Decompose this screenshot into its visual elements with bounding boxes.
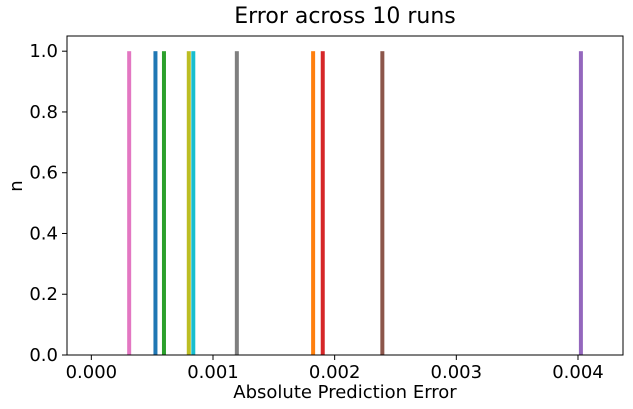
y-tick-label: 1.0 [29, 41, 58, 62]
x-tick-label: 0.000 [66, 362, 118, 383]
histogram-bar-5 [578, 51, 583, 355]
histogram-bar-8 [234, 51, 239, 355]
y-tick-label: 0.4 [29, 223, 58, 244]
histogram-bar-2 [311, 51, 316, 355]
chart-title: Error across 10 runs [234, 4, 456, 29]
histogram-bar-6 [380, 51, 385, 355]
x-tick-label: 0.003 [431, 362, 483, 383]
axes-group: 0.000 0.001 0.002 0.003 0.004 0.0 0.2 0.4 0.6 0.8… [29, 35, 624, 383]
y-tick-label: 0.6 [29, 163, 58, 184]
y-tick-label: 0.8 [29, 102, 58, 123]
y-tick-label: 0.0 [29, 345, 58, 366]
x-tick-label: 0.004 [552, 362, 604, 383]
x-axis-label: Absolute Prediction Error [233, 382, 457, 403]
histogram-bar-3 [161, 51, 166, 355]
x-tick-label: 0.002 [309, 362, 361, 383]
histogram-bar-9 [186, 51, 191, 355]
histogram-bar-1 [153, 51, 158, 355]
plot-frame [66, 35, 624, 356]
bars-group [127, 51, 583, 355]
y-tick-label: 0.2 [29, 284, 58, 305]
histogram-bar-7 [127, 51, 132, 355]
histogram-bar-10 [191, 51, 196, 355]
x-tick-label: 0.001 [187, 362, 239, 383]
histogram-bar-4 [320, 51, 325, 355]
y-axis-label: n [6, 180, 27, 191]
